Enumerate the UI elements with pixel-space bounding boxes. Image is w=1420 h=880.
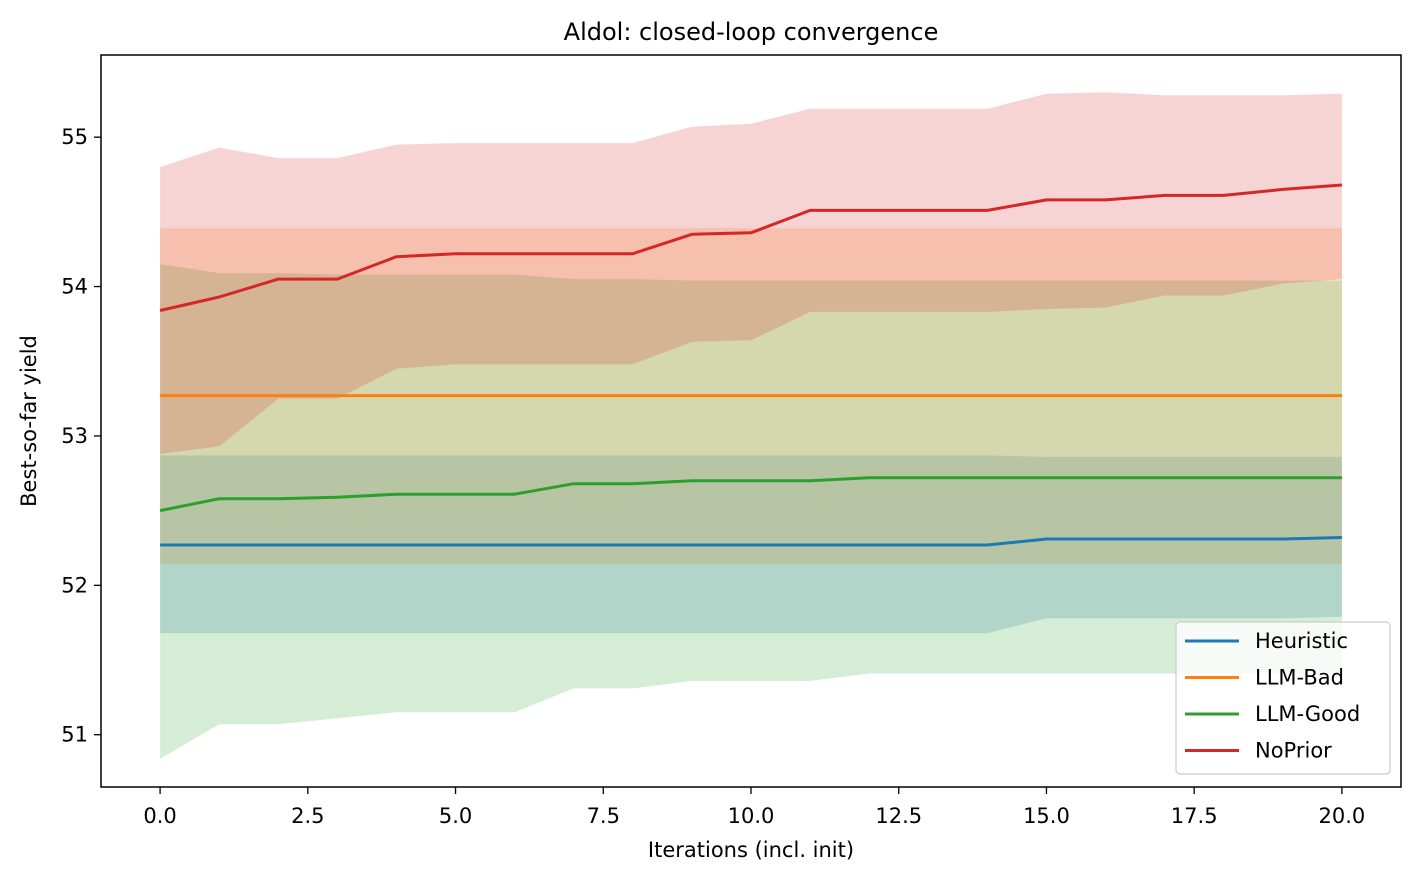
noprior-line — [159, 183, 1343, 312]
confidence-bands — [160, 92, 1342, 759]
x-tick-label: 2.5 — [291, 804, 324, 828]
x-tick-label: 20.0 — [1319, 804, 1366, 828]
series-lines — [159, 183, 1343, 547]
llm-good-line — [159, 476, 1342, 513]
legend: Heuristic LLM-Bad LLM-Good NoPrior — [1175, 621, 1391, 775]
x-axis-label: Iterations (incl. init) — [648, 838, 854, 862]
heuristic-legend-label: Heuristic — [1255, 629, 1348, 653]
y-tick-label: 54 — [61, 275, 88, 299]
chart-title: Aldol: closed-loop convergence — [564, 18, 939, 46]
noprior-legend-label: NoPrior — [1255, 739, 1332, 763]
x-tick-label: 17.5 — [1171, 804, 1218, 828]
y-tick-label: 55 — [61, 125, 88, 149]
noprior-band — [160, 92, 1342, 454]
x-tick-label: 7.5 — [587, 804, 620, 828]
x-tick-label: 5.0 — [439, 804, 472, 828]
legend-box — [1175, 621, 1391, 775]
y-axis-label: Best-so-far yield — [17, 335, 41, 507]
y-axis-ticks: 51 52 53 54 55 — [61, 125, 101, 747]
heuristic-line — [160, 536, 1342, 547]
llm-good-legend-label: LLM-Good — [1255, 702, 1360, 726]
x-tick-label: 12.5 — [875, 804, 922, 828]
y-tick-label: 53 — [61, 424, 88, 448]
x-tick-label: 10.0 — [728, 804, 775, 828]
y-tick-label: 51 — [61, 723, 88, 747]
y-tick-label: 52 — [61, 573, 88, 597]
x-axis-ticks: 0.0 2.5 5.0 7.5 10.0 12.5 15.0 17.5 20.0 — [143, 787, 1365, 828]
x-tick-label: 0.0 — [143, 804, 176, 828]
llm-bad-legend-label: LLM-Bad — [1255, 666, 1344, 690]
llm-good-band — [160, 264, 1342, 759]
x-tick-label: 15.0 — [1023, 804, 1070, 828]
